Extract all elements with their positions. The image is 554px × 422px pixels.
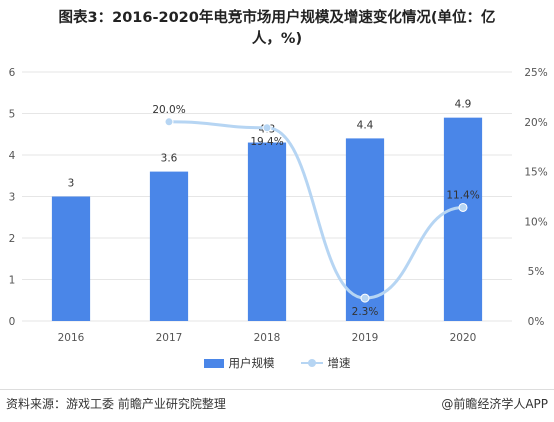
x-tick-label: 2018 (254, 332, 281, 344)
growth-value-label: 11.4% (446, 189, 479, 201)
y-left-tick-label: 5 (9, 109, 16, 121)
legend-bar-label: 用户规模 (228, 356, 275, 370)
legend-bar-swatch (203, 358, 224, 368)
chart-title-line2: 人，%) (251, 31, 303, 47)
y-right-tick-label: 5% (528, 266, 545, 278)
x-tick-label: 2020 (450, 332, 477, 344)
growth-value-label: 2.3% (352, 306, 379, 318)
y-right-tick-label: 15% (524, 167, 547, 179)
combo-chart: 01234560%5%10%15%20%25%33.64.34.44.92016… (9, 67, 548, 344)
chart-title: 图表3：2016-2020年电竞市场用户规模及增速变化情况(单位：亿 人，%) (0, 8, 554, 50)
chart-title-line1: 图表3：2016-2020年电竞市场用户规模及增速变化情况(单位：亿 (58, 10, 496, 26)
bar (51, 196, 91, 321)
y-left-tick-label: 6 (9, 67, 16, 79)
y-right-tick-label: 25% (524, 67, 547, 79)
growth-line (168, 120, 464, 300)
growth-point (164, 117, 174, 127)
source-note: 资料来源：游戏工委 前瞻产业研究院整理 (6, 397, 226, 411)
growth-point (262, 123, 272, 133)
legend-item-line: 增速 (300, 355, 351, 371)
x-tick-label: 2019 (352, 332, 379, 344)
x-tick-label: 2016 (58, 332, 85, 344)
y-right-tick-label: 20% (524, 117, 547, 129)
growth-point (360, 293, 370, 303)
bar-value-label: 4.4 (357, 119, 374, 131)
growth-value-label: 20.0% (152, 104, 185, 116)
legend-line-swatch (300, 358, 323, 368)
legend-line-label: 增速 (327, 356, 351, 370)
y-left-tick-label: 0 (9, 316, 16, 328)
legend-item-bar: 用户规模 (203, 355, 275, 371)
bar (149, 171, 189, 321)
y-left-tick-label: 3 (9, 192, 16, 204)
footer: 资料来源：游戏工委 前瞻产业研究院整理 @前瞻经济学人APP (0, 389, 554, 422)
bar-value-label: 4.9 (455, 99, 472, 111)
bar (247, 142, 287, 321)
y-right-tick-label: 0% (528, 316, 545, 328)
x-tick-label: 2017 (156, 332, 183, 344)
bar (443, 117, 483, 322)
legend: 用户规模 增速 (0, 355, 554, 371)
growth-point (458, 202, 468, 212)
bar-value-label: 3 (68, 178, 75, 190)
y-left-tick-label: 2 (9, 233, 16, 245)
y-left-tick-label: 1 (9, 275, 16, 287)
bar (345, 138, 385, 321)
growth-value-label: 19.4% (250, 136, 283, 148)
y-left-tick-label: 4 (9, 150, 16, 162)
y-right-tick-label: 10% (524, 216, 547, 228)
brand-credit: @前瞻经济学人APP (441, 397, 548, 411)
bar-value-label: 3.6 (161, 153, 178, 165)
